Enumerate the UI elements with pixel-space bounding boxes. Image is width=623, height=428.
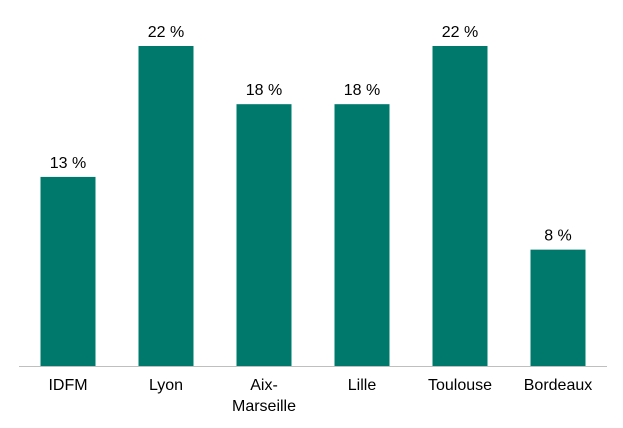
x-tick-label: Toulouse: [427, 377, 493, 394]
x-tick-label: Aix-Marseille: [231, 377, 296, 415]
bar: [334, 104, 390, 366]
x-tick-label: Lyon: [148, 377, 184, 394]
value-label: 13 %: [50, 155, 86, 172]
value-label: 18 %: [344, 82, 380, 99]
value-label: 8 %: [544, 228, 572, 245]
value-label: 22 %: [148, 24, 184, 41]
bar: [40, 176, 96, 366]
x-tick-label: Lille: [347, 377, 377, 394]
value-label: 18 %: [246, 82, 282, 99]
bar: [432, 46, 488, 366]
x-tick-label: Bordeaux: [523, 377, 593, 394]
value-label: 22 %: [442, 24, 478, 41]
x-tick-label: IDFM: [48, 377, 88, 394]
bar: [236, 104, 292, 366]
bar: [138, 46, 194, 366]
bar: [530, 249, 586, 366]
